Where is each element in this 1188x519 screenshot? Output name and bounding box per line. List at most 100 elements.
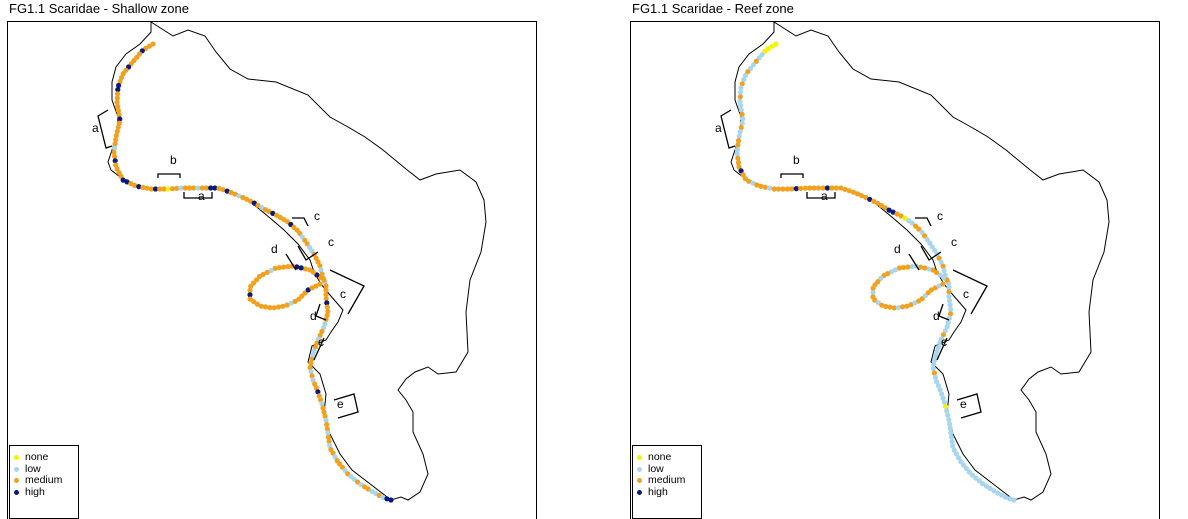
coast-dot-medium [736, 164, 742, 170]
site-bracket [97, 109, 113, 149]
coast-dot-high [867, 196, 873, 202]
coast-dot-low [938, 336, 945, 342]
site-label: c [314, 209, 320, 223]
coast-dot-low [737, 98, 743, 104]
coast-dot-low [1003, 494, 1009, 500]
coast-dot-low [739, 120, 745, 126]
site-label: e [337, 397, 344, 411]
coast-dot-medium [737, 94, 743, 100]
coast-dot-medium [745, 69, 751, 75]
coast-dot-low [941, 399, 948, 405]
coast-dot-medium [113, 137, 119, 143]
legend-swatch-medium [14, 478, 19, 484]
coast-dot-high [738, 168, 744, 174]
lagoon-dot-medium [258, 303, 264, 309]
coast-dot-medium [113, 162, 119, 168]
lagoon-dot-low [889, 269, 895, 275]
lagoon-dot-medium [247, 287, 253, 293]
coast-dot-low [310, 352, 316, 358]
coast-dot-medium [846, 188, 852, 194]
legend-swatch-high [637, 489, 642, 495]
coast-dot-low [919, 229, 925, 235]
site-bracket [333, 393, 359, 419]
site-label: c [963, 287, 969, 301]
coast-dot-medium [946, 289, 952, 295]
coast-dot-medium [784, 186, 790, 192]
lagoon-dot-medium [900, 304, 906, 310]
site-label: b [793, 153, 800, 167]
lagoon-dot-medium [317, 281, 323, 287]
coast-dot-medium [148, 186, 154, 192]
coast-dot-medium [936, 255, 942, 261]
lagoon-dot-low [895, 304, 902, 311]
coast-dot-low [938, 259, 944, 265]
site-bracket [292, 217, 309, 227]
coast-dot-low [937, 387, 943, 393]
coast-dot-none [902, 215, 908, 221]
coast-dot-high [388, 497, 394, 503]
coast-dot-low [937, 340, 943, 346]
coast-dot-low [951, 447, 957, 453]
site-bracket [297, 245, 319, 261]
coast-dot-low [740, 116, 746, 122]
coast-dot-low [944, 408, 950, 414]
legend-label: medium [25, 474, 63, 487]
coast-dot-medium [863, 194, 869, 200]
coast-dot-none [165, 186, 171, 192]
coast-dot-medium [307, 365, 313, 371]
coast-dot-low [924, 236, 930, 243]
lagoon-dot-medium [272, 265, 278, 271]
coast-dot-low [942, 328, 948, 334]
site-bracket [315, 303, 327, 321]
lagoon-dot-medium [891, 305, 897, 311]
coast-dot-none [773, 41, 779, 47]
legend-item-high: high [14, 486, 78, 499]
coast-dot-low [932, 357, 938, 363]
coast-dot-medium [940, 332, 946, 338]
coast-dot-low [950, 443, 956, 449]
coast-dot-low [111, 145, 118, 151]
site-label: c [340, 287, 346, 301]
coast-dot-medium [739, 111, 745, 117]
coast-dot-medium [758, 183, 764, 189]
coast-dot-low [236, 193, 242, 199]
coast-dot-low [930, 366, 936, 372]
coast-dot-low [933, 353, 939, 359]
coast-dot-medium [780, 186, 786, 192]
site-label: c [951, 235, 957, 249]
lagoon-dot-medium [260, 271, 266, 277]
legend-swatch-medium [637, 478, 642, 484]
coast-dot-low [906, 218, 912, 224]
coast-dot-medium [739, 81, 745, 87]
coast-dot-high [136, 184, 142, 190]
coast-dot-none [769, 43, 775, 49]
coast-dot-medium [191, 185, 197, 191]
coast-dot-low [946, 293, 952, 299]
coast-dot-medium [319, 328, 325, 335]
coast-dot-medium [735, 142, 741, 148]
site-label: a [92, 121, 99, 135]
coast-dot-low [750, 62, 756, 68]
site-bracket [720, 109, 736, 149]
coast-dot-none [762, 48, 768, 54]
coast-dot-high [152, 186, 159, 192]
coast-dot-low [308, 369, 314, 375]
coast-dot-low [935, 383, 941, 389]
site-bracket [285, 253, 297, 271]
lagoon-dot-high [298, 265, 304, 271]
coast-dot-high [212, 185, 218, 191]
coast-dot-medium [314, 340, 320, 346]
lagoon-dot-medium [302, 290, 308, 296]
legend-label: medium [648, 474, 686, 487]
coast-dot-medium [916, 226, 922, 232]
site-bracket [806, 192, 836, 199]
coast-dot-medium [798, 185, 804, 191]
site-bracket [780, 173, 804, 178]
site-label: d [310, 309, 317, 323]
site-label: a [715, 121, 722, 135]
coast-dot-medium [112, 154, 118, 160]
legend: none low medium high [9, 445, 79, 519]
